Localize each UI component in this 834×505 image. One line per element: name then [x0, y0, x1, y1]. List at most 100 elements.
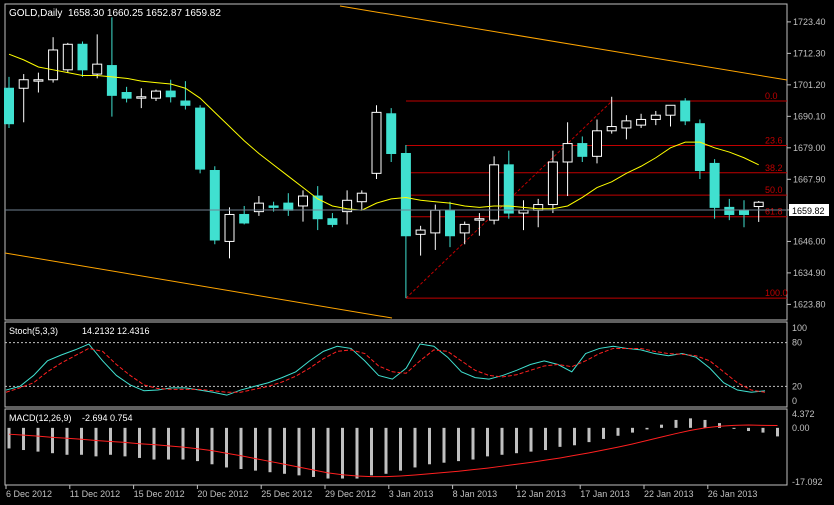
bullish-candle: [356, 192, 367, 203]
macd-histogram-bar: [457, 427, 460, 462]
bearish-candle: [503, 164, 514, 214]
macd-histogram-bar: [587, 427, 591, 443]
bearish-candle: [283, 202, 294, 211]
bullish-candle: [48, 49, 59, 81]
time-tick-label: 26 Jan 2013: [708, 489, 758, 499]
macd-histogram-bar: [761, 427, 765, 433]
macd-histogram-bar: [152, 427, 156, 460]
macd-histogram-bar: [283, 427, 286, 474]
macd-histogram-bar: [341, 427, 344, 479]
bearish-candle: [386, 113, 397, 154]
bearish-candle: [165, 90, 176, 98]
macd-histogram-bar: [138, 427, 141, 458]
bullish-candle: [606, 126, 617, 132]
bullish-candle: [342, 199, 353, 213]
bearish-candle: [312, 195, 323, 220]
macd-histogram-bar: [703, 419, 707, 428]
macd-histogram-bar: [239, 427, 243, 470]
time-tick-label: 8 Jan 2013: [453, 489, 498, 499]
fib-level-label: 50.0: [765, 185, 783, 195]
macd-histogram-bar: [312, 427, 315, 477]
macd-histogram-bar: [254, 427, 257, 471]
macd-signal-line: [8, 424, 778, 478]
bullish-candle: [533, 204, 544, 211]
bullish-candle: [253, 202, 264, 213]
bearish-candle: [680, 100, 691, 122]
macd-histogram-bar: [718, 423, 721, 428]
bearish-candle: [121, 92, 132, 99]
macd-histogram-bar: [384, 427, 388, 474]
macd-histogram-bar: [573, 427, 576, 446]
macd-histogram-bar: [776, 427, 779, 437]
stoch-tick-label: 100: [792, 323, 807, 333]
bearish-candle: [739, 209, 749, 215]
candlestick-series: [4, 17, 764, 299]
ohlc-label: 1658.30 1660.25 1652.87 1659.82: [68, 8, 221, 19]
fib-level-label: 0.0: [765, 91, 778, 101]
stoch-pane[interactable]: [4, 321, 788, 408]
macd-histogram-bar: [181, 427, 185, 460]
stoch-main-line: [5, 343, 766, 396]
bearish-candle: [577, 143, 588, 157]
macd-histogram-bar: [210, 427, 214, 465]
stoch-values: 14.2132 12.4316: [82, 326, 150, 336]
price-tick-label: 1623.80: [793, 299, 826, 309]
macd-histogram-bar: [645, 427, 649, 430]
macd-histogram-bar: [167, 427, 170, 460]
macd-histogram-bar: [631, 427, 634, 433]
macd-histogram-bar: [22, 427, 25, 451]
time-tick-label: 25 Dec 2012: [261, 489, 312, 499]
bearish-candle: [268, 205, 279, 208]
bearish-candle: [445, 209, 455, 237]
stoch-tick-label: 80: [792, 338, 802, 348]
time-tick-label: 6 Dec 2012: [6, 489, 52, 499]
price-tick-label: 1701.20: [793, 80, 826, 90]
moving-average-line: [8, 53, 759, 211]
channel-lower-line[interactable]: [4, 252, 393, 319]
bullish-candle: [298, 195, 308, 207]
fib-level-label: 61.8: [765, 207, 783, 217]
macd-histogram-bar: [399, 427, 402, 471]
macd-histogram-bar: [413, 427, 417, 468]
bearish-candle: [106, 65, 117, 96]
bullish-candle: [636, 118, 647, 126]
macd-histogram-bar: [65, 427, 69, 455]
macd-pane[interactable]: [4, 408, 788, 486]
price-tick-label: 1646.00: [793, 236, 826, 246]
fib-level-label: 38.2: [765, 163, 783, 173]
bullish-candle: [562, 143, 573, 163]
trend-channel[interactable]: [4, 5, 788, 319]
stoch-tick-label: 20: [792, 381, 802, 391]
bearish-candle: [709, 162, 720, 208]
bullish-candle: [650, 114, 661, 120]
bearish-candle: [77, 43, 88, 71]
stoch-signal-line: [5, 347, 766, 393]
bearish-candle: [724, 206, 735, 215]
macd-histogram-bar: [196, 427, 199, 462]
bullish-candle: [547, 161, 558, 206]
macd-title: MACD(12,26,9): [9, 413, 72, 423]
price-tick-label: 1712.30: [793, 48, 826, 58]
price-tick-label: 1679.00: [793, 143, 826, 153]
macd-histogram-bar: [471, 427, 475, 460]
time-tick-label: 22 Jan 2013: [644, 489, 694, 499]
bullish-candle: [665, 104, 676, 116]
macd-histogram-bar: [36, 427, 40, 452]
stoch-title: Stoch(5,3,3): [9, 326, 58, 336]
macd-histogram-bar: [732, 427, 736, 429]
bullish-candle: [621, 120, 632, 129]
bearish-candle: [400, 152, 411, 237]
macd-tick-label: 0.00: [792, 423, 810, 433]
bullish-candle: [62, 43, 73, 71]
bullish-candle: [489, 164, 500, 221]
channel-upper-line[interactable]: [339, 5, 788, 81]
bullish-candle: [18, 79, 29, 89]
bullish-candle: [371, 111, 382, 174]
macd-histogram-bar: [7, 427, 11, 449]
time-tick-label: 17 Jan 2013: [580, 489, 630, 499]
fibonacci-retracement[interactable]: 0.0 23.6 38.2 50.0 61.8 100.0: [405, 91, 788, 299]
price-pane[interactable]: [4, 3, 788, 321]
time-tick-label: 12 Jan 2013: [516, 489, 566, 499]
macd-histogram-bar: [355, 427, 359, 479]
